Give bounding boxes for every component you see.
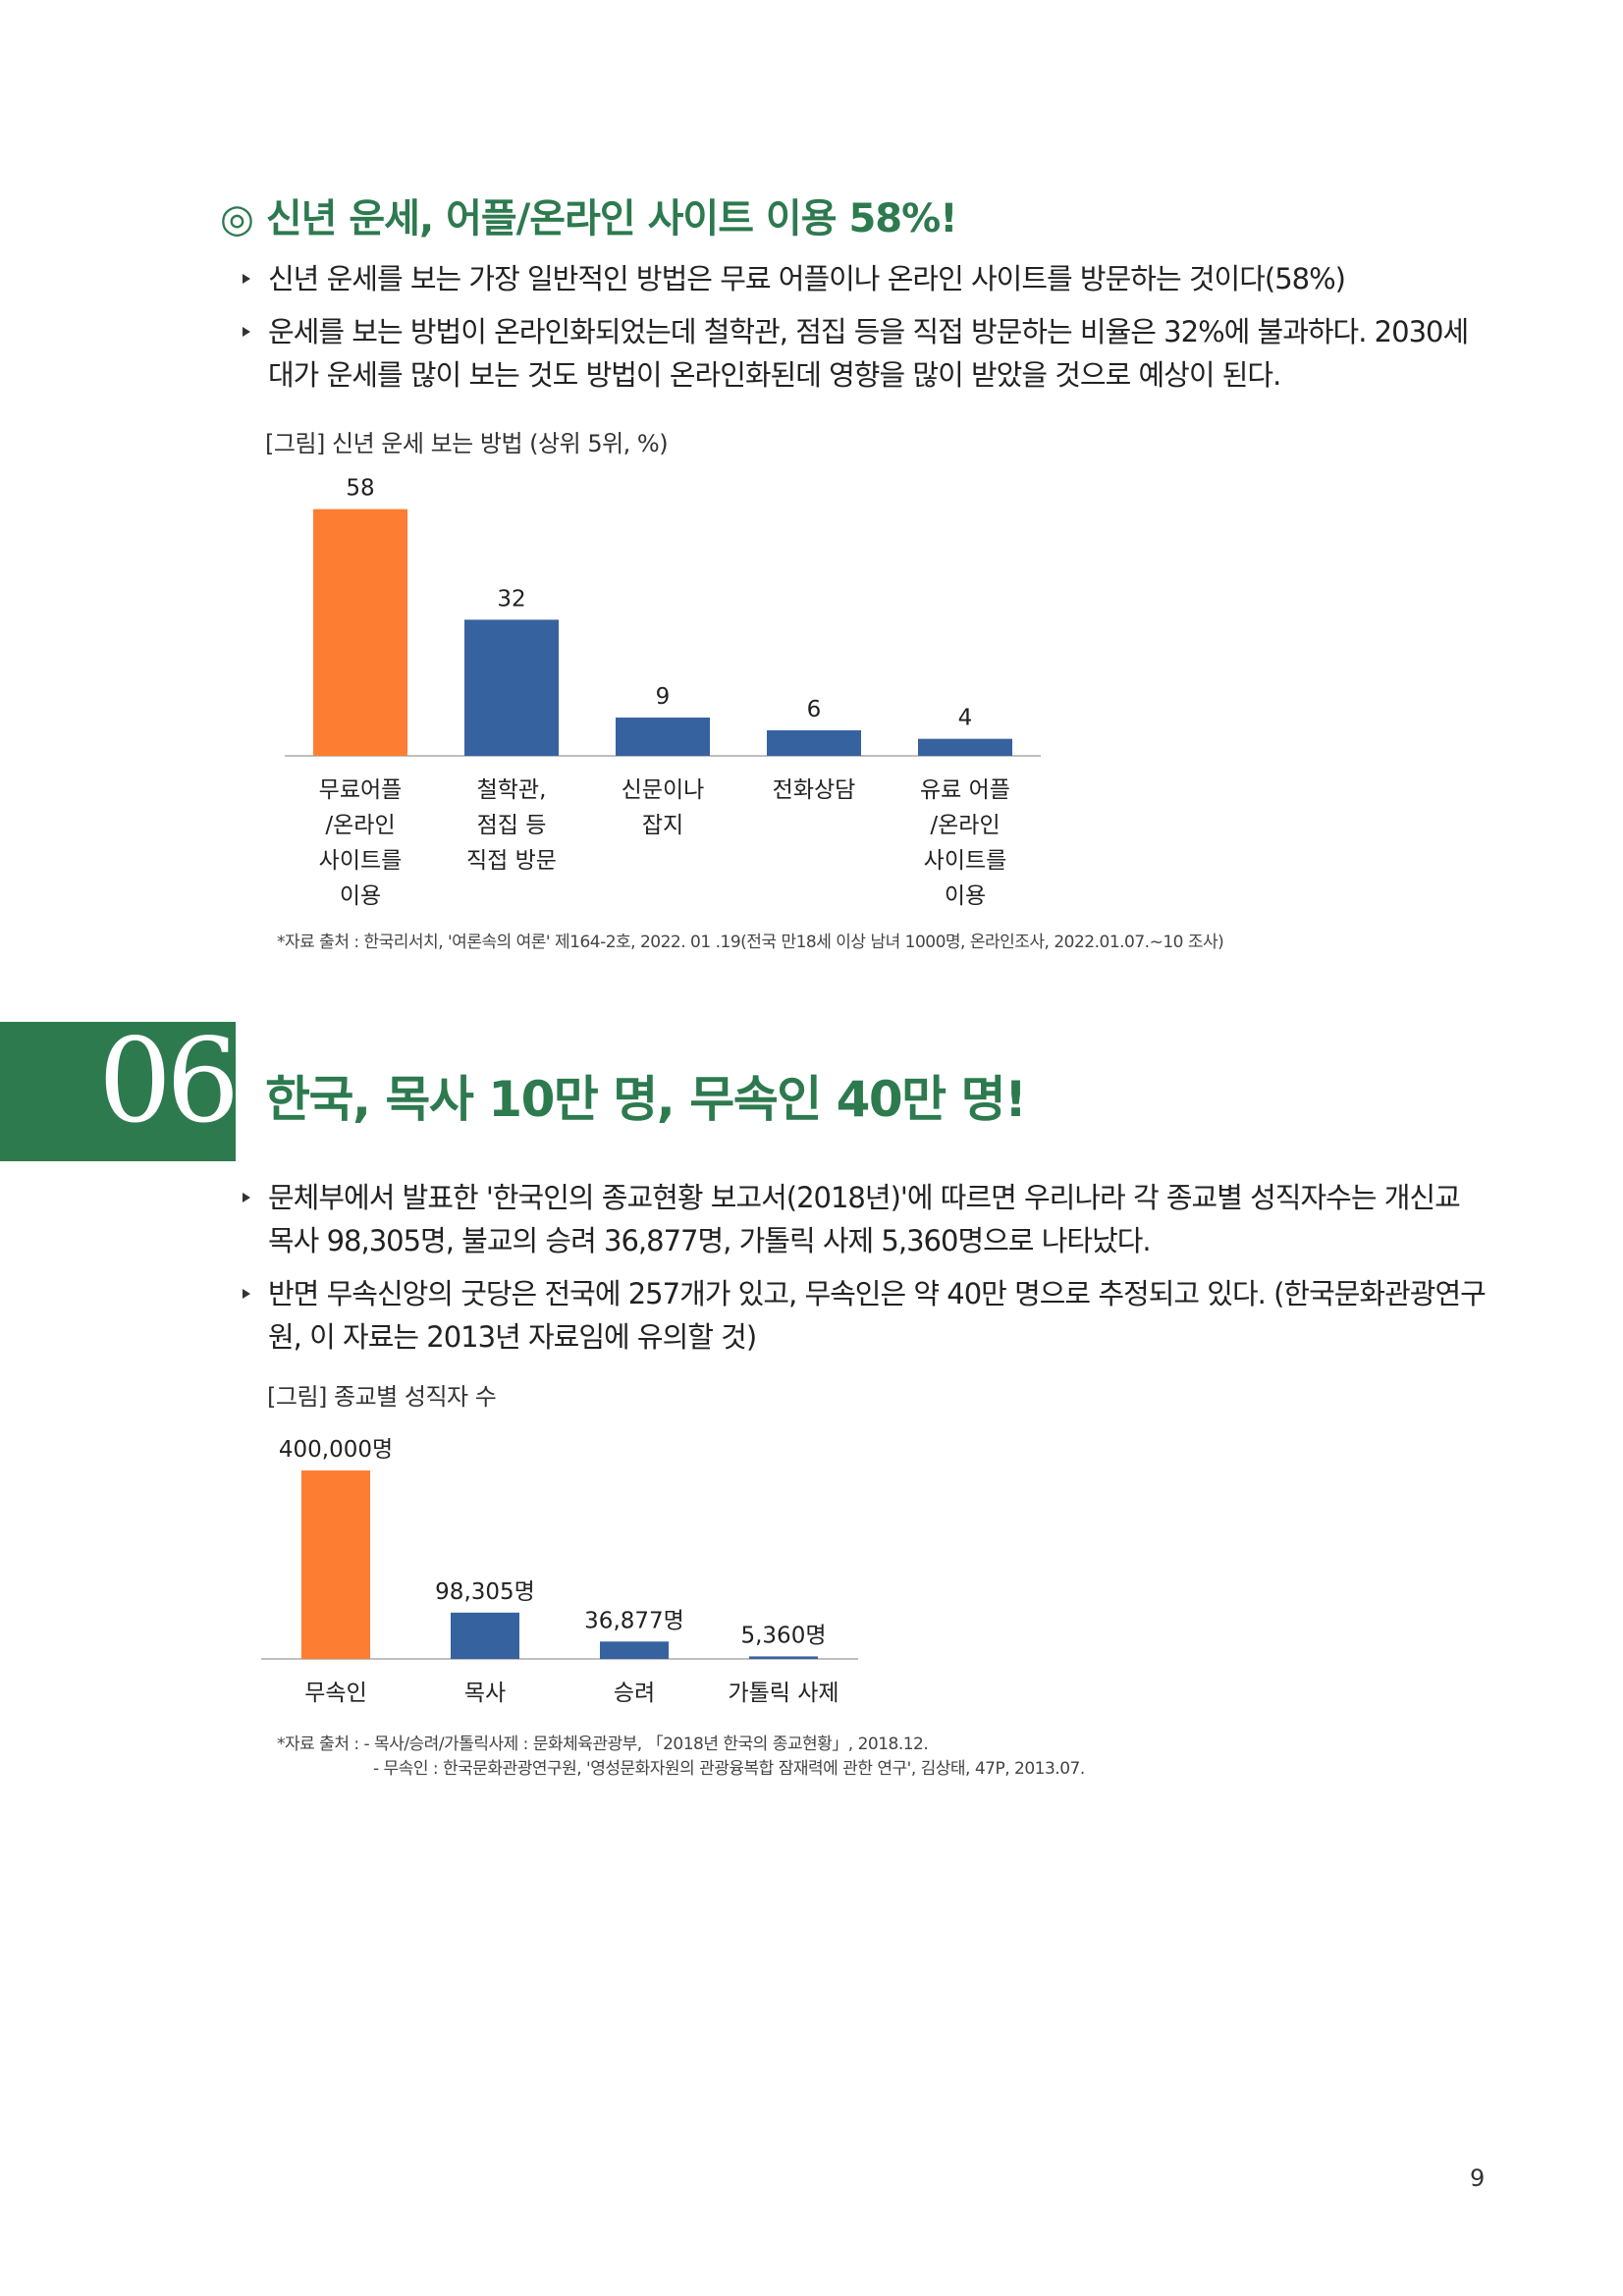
bar	[749, 1656, 818, 1659]
figure-caption: [그림] 신년 운세 보는 방법 (상위 5위, %)	[265, 430, 669, 457]
category-label: 이용	[945, 883, 986, 909]
category-label: /온라인	[930, 813, 1000, 838]
source-note-line1: *자료 출처 : - 목사/승려/가톨릭사제 : 문화체육관광부, 「2018년…	[277, 1735, 929, 1754]
category-label: 전화상담	[773, 777, 856, 803]
category-label: 무속인	[304, 1681, 366, 1706]
bullet-triangle-icon	[243, 1193, 250, 1202]
section-title: 한국, 목사 10만 명, 무속인 40만 명!	[265, 1071, 1027, 1128]
category-label: /온라인	[325, 813, 395, 838]
category-label: 점집 등	[477, 813, 547, 838]
category-label: 유료 어플	[920, 777, 1010, 803]
bullet-triangle-icon	[243, 327, 250, 337]
category-label: 승려	[614, 1681, 655, 1706]
bullet-item: 신년 운세를 보는 가장 일반적인 방법은 무료 어플이나 온라인 사이트를 방…	[241, 257, 1488, 300]
source-note: *자료 출처 : 한국리서치, '여론속의 여론' 제164-2호, 2022.…	[277, 933, 1224, 952]
bullet-text: 문체부에서 발표한 '한국인의 종교현황 보고서(2018년)'에 따르면 우리…	[268, 1181, 1461, 1257]
data-label: 9	[656, 684, 671, 710]
bar	[313, 508, 407, 756]
bullet-item: 문체부에서 발표한 '한국인의 종교현황 보고서(2018년)'에 따르면 우리…	[241, 1176, 1488, 1262]
data-label: 5,360명	[740, 1623, 826, 1648]
bar	[616, 718, 710, 756]
bullet-list: 문체부에서 발표한 '한국인의 종교현황 보고서(2018년)'에 따르면 우리…	[241, 1176, 1488, 1368]
source-note-line2: - 무속인 : 한국문화관광연구원, '영성문화자원의 관광융복합 잠재력에 관…	[373, 1759, 1085, 1779]
category-label: 목사	[464, 1681, 506, 1706]
data-label: 58	[346, 476, 374, 502]
bullet-text: 운세를 보는 방법이 온라인화되었는데 철학관, 점집 등을 직접 방문하는 비…	[268, 315, 1469, 392]
page-number: 9	[1470, 2164, 1486, 2192]
bar	[464, 619, 559, 756]
bar	[767, 730, 861, 756]
bullet-item: 반면 무속신앙의 굿당은 전국에 257개가 있고, 무속인은 약 40만 명으…	[241, 1272, 1488, 1359]
figure-caption: [그림] 종교별 성직자 수	[267, 1383, 497, 1411]
category-label: 가톨릭 사제	[728, 1681, 839, 1706]
section-number-box	[0, 1022, 236, 1161]
data-label: 36,877명	[584, 1608, 684, 1633]
bullet-text: 반면 무속신앙의 굿당은 전국에 257개가 있고, 무속인은 약 40만 명으…	[268, 1277, 1487, 1354]
data-label: 98,305명	[435, 1579, 535, 1605]
section-number: 06	[98, 1013, 240, 1148]
category-label: 이용	[340, 883, 381, 909]
section-heading: ◎ 신년 운세, 어플/온라인 사이트 이용 58%!	[220, 196, 957, 241]
category-label: 사이트를	[319, 848, 403, 874]
bar	[451, 1612, 519, 1659]
bullet-triangle-icon	[243, 1289, 250, 1299]
category-label: 철학관,	[477, 777, 547, 803]
category-label: 무료어플	[319, 777, 403, 803]
bar	[918, 738, 1012, 756]
bullet-list: 신년 운세를 보는 가장 일반적인 방법은 무료 어플이나 온라인 사이트를 방…	[241, 257, 1488, 406]
data-label: 4	[958, 706, 973, 731]
data-label: 6	[807, 697, 822, 722]
bullet-text: 신년 운세를 보는 가장 일반적인 방법은 무료 어플이나 온라인 사이트를 방…	[268, 262, 1346, 295]
bar	[301, 1470, 370, 1659]
data-label: 32	[497, 586, 525, 612]
bullet-item: 운세를 보는 방법이 온라인화되었는데 철학관, 점집 등을 직접 방문하는 비…	[241, 310, 1488, 397]
data-label: 400,000명	[279, 1437, 393, 1463]
bar	[600, 1641, 669, 1659]
category-label: 직접 방문	[466, 848, 557, 874]
category-label: 잡지	[642, 813, 683, 838]
category-label: 신문이나	[622, 777, 705, 803]
bullet-triangle-icon	[243, 274, 250, 284]
category-label: 사이트를	[924, 848, 1007, 874]
